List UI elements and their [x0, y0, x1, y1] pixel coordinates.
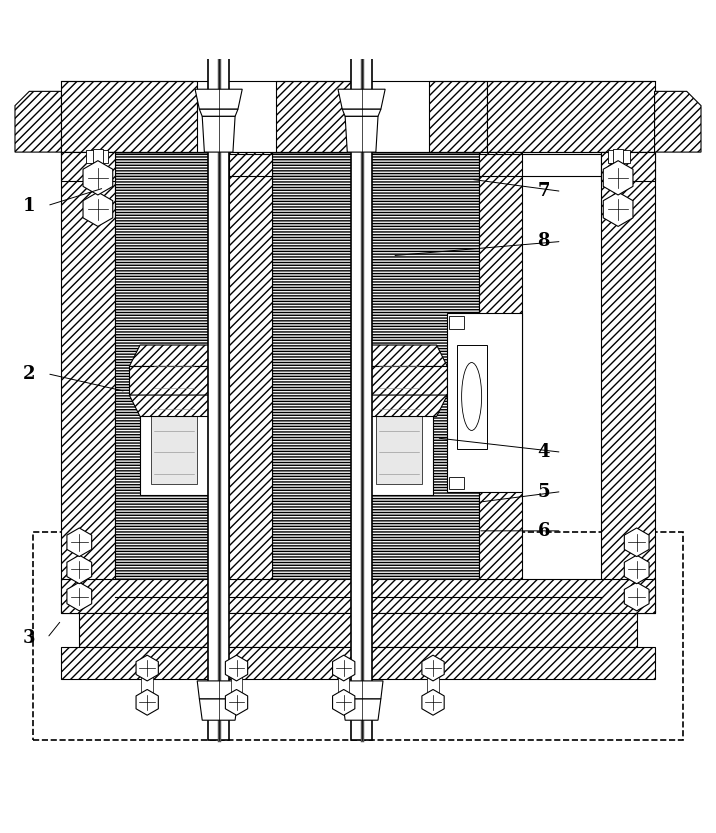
Bar [140, 345, 208, 495]
Text: 3: 3 [23, 629, 36, 647]
Polygon shape [199, 109, 238, 117]
Polygon shape [422, 690, 444, 716]
Polygon shape [354, 345, 448, 367]
Bar [62, 152, 115, 613]
Polygon shape [136, 690, 158, 716]
Bar [62, 579, 654, 613]
Polygon shape [338, 89, 385, 109]
Bar [142, 668, 153, 702]
Polygon shape [15, 92, 62, 152]
Bar [448, 313, 523, 491]
Polygon shape [83, 192, 112, 227]
Polygon shape [130, 345, 222, 367]
Polygon shape [67, 555, 92, 584]
Text: 8: 8 [538, 232, 550, 251]
Polygon shape [136, 656, 158, 681]
Polygon shape [130, 367, 222, 395]
Polygon shape [342, 699, 381, 721]
Polygon shape [654, 92, 701, 152]
Polygon shape [340, 681, 383, 699]
Bar [613, 148, 623, 187]
Polygon shape [197, 681, 240, 699]
Polygon shape [332, 690, 355, 716]
Bar [376, 356, 422, 484]
Polygon shape [354, 367, 448, 395]
Bar [457, 345, 487, 449]
Text: 7: 7 [538, 182, 550, 201]
Polygon shape [62, 81, 197, 152]
Text: 4: 4 [538, 443, 550, 461]
Polygon shape [604, 161, 633, 195]
Polygon shape [430, 81, 487, 152]
Bar [272, 152, 365, 613]
Bar [351, 45, 372, 740]
Text: 1: 1 [23, 197, 36, 215]
Bar [62, 647, 654, 679]
Polygon shape [202, 117, 235, 152]
Polygon shape [354, 395, 448, 416]
Bar [231, 668, 242, 702]
Bar [365, 152, 480, 613]
Polygon shape [342, 109, 381, 117]
Bar [33, 532, 683, 740]
Bar [427, 668, 439, 702]
Bar [62, 152, 115, 181]
Polygon shape [345, 117, 378, 152]
Text: 6: 6 [538, 521, 550, 540]
Polygon shape [624, 555, 649, 584]
Bar [365, 345, 433, 495]
Polygon shape [276, 81, 351, 152]
Polygon shape [195, 89, 242, 109]
Polygon shape [624, 582, 649, 611]
Polygon shape [67, 582, 92, 611]
Bar [93, 148, 103, 187]
Polygon shape [604, 192, 633, 227]
Polygon shape [422, 656, 444, 681]
Polygon shape [226, 690, 248, 716]
Text: 5: 5 [538, 482, 550, 501]
Bar [151, 356, 197, 484]
Bar [79, 613, 637, 647]
Bar [87, 150, 108, 162]
Bar [601, 152, 654, 613]
Bar [608, 150, 629, 162]
Bar [601, 152, 654, 181]
Polygon shape [130, 395, 222, 416]
Bar [450, 317, 464, 328]
Bar [208, 45, 229, 740]
Bar [338, 668, 349, 702]
Polygon shape [199, 699, 238, 721]
Polygon shape [624, 528, 649, 556]
Polygon shape [332, 656, 355, 681]
Text: 2: 2 [23, 365, 36, 382]
Ellipse shape [462, 362, 482, 431]
Bar [229, 152, 272, 613]
Bar [115, 152, 229, 613]
Polygon shape [67, 528, 92, 556]
Polygon shape [487, 81, 654, 152]
Bar [450, 477, 464, 490]
Bar [480, 152, 523, 613]
Polygon shape [83, 161, 112, 195]
Polygon shape [226, 656, 248, 681]
